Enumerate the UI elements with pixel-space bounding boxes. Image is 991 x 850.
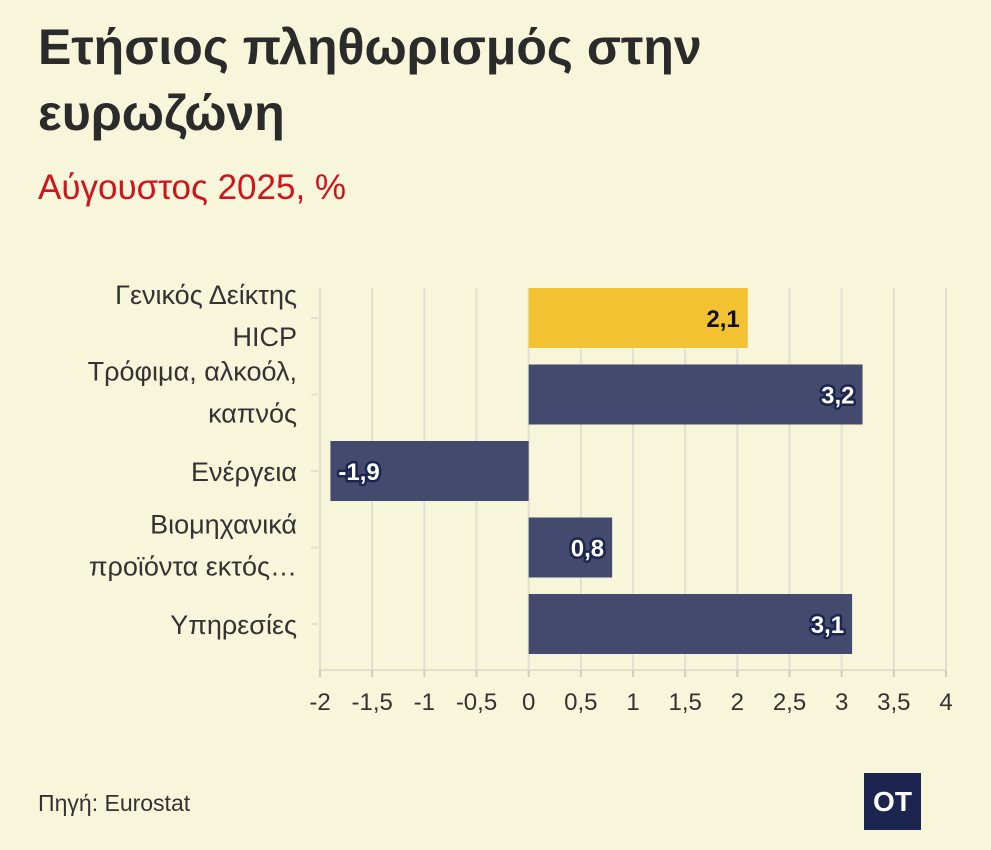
category-label: Τρόφιμα, αλκοόλ, καπνός xyxy=(88,357,297,429)
chart-title: Ετήσιος πληθωρισμός στην ευρωζώνη xyxy=(38,19,702,141)
x-tick-label: 0 xyxy=(522,689,535,716)
bar xyxy=(528,594,853,654)
data-label: 0,8 xyxy=(571,536,604,563)
source-note: Πηγή: Eurostat xyxy=(38,790,191,816)
x-tick-label: 2 xyxy=(731,689,744,716)
chart-subtitle: Αύγουστος 2025, % xyxy=(38,168,347,207)
bar xyxy=(528,288,748,348)
category-label-line: Ενέργεια xyxy=(191,457,297,487)
data-label: 3,2 xyxy=(821,383,854,410)
ot-logo: OT xyxy=(864,773,921,830)
data-label: -1,9 xyxy=(338,459,379,486)
category-label-line: Γενικός Δείκτης xyxy=(115,280,297,310)
x-tick-label: 1 xyxy=(626,689,639,716)
bar xyxy=(330,441,529,501)
bars: 2,1 3,2 -1,9 0,8 3,1 xyxy=(330,288,863,654)
x-tick-label: 1,5 xyxy=(668,689,701,716)
x-tick-label: -1,5 xyxy=(351,689,392,716)
bar-chart: 2,1 3,2 -1,9 0,8 3,1 Γενικός Δείκτης HICP Τρόφ… xyxy=(88,280,953,716)
x-tick-label: 2,5 xyxy=(773,689,806,716)
bar xyxy=(528,517,613,578)
x-tick-label: -0,5 xyxy=(456,689,497,716)
category-label: Γενικός Δείκτης HICP xyxy=(115,280,297,352)
data-label: 3,1 xyxy=(811,612,844,639)
category-label-line: Βιομηχανικά xyxy=(150,510,297,540)
category-label: Βιομηχανικά προϊόντα εκτός… xyxy=(89,510,297,582)
category-label: Ενέργεια xyxy=(191,457,297,487)
category-label: Υπηρεσίες xyxy=(170,610,297,640)
x-axis: -2 -1,5 -1 -0,5 0 0,5 1 1,5 2 2,5 3 3,5 4 xyxy=(309,670,953,716)
category-label-line: HICP xyxy=(232,322,297,352)
category-label-line: Υπηρεσίες xyxy=(170,610,297,640)
x-tick-label: 3,5 xyxy=(877,689,910,716)
x-tick-label: 3 xyxy=(835,689,848,716)
x-tick-label: 4 xyxy=(939,689,952,716)
bar xyxy=(528,364,863,425)
x-tick-label: -2 xyxy=(309,689,330,716)
category-labels: Γενικός Δείκτης HICP Τρόφιμα, αλκοόλ, καπνό… xyxy=(88,280,297,640)
x-tick-label: -1 xyxy=(414,689,435,716)
category-label-line: προϊόντα εκτός… xyxy=(89,552,297,582)
data-label: 2,1 xyxy=(706,306,739,333)
category-label-line: Τρόφιμα, αλκοόλ, xyxy=(88,357,297,387)
x-tick-label: 0,5 xyxy=(564,689,597,716)
category-label-line: καπνός xyxy=(208,399,297,429)
